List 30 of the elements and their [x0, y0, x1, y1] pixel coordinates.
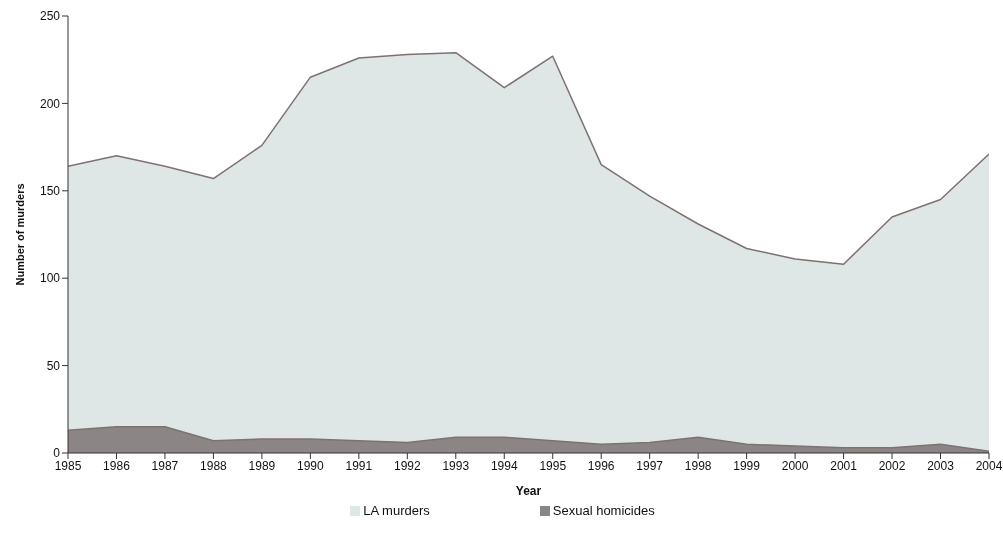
x-tick-label: 2003: [927, 458, 955, 473]
x-tick-label: 2002: [878, 458, 906, 473]
x-tick-label: 1998: [684, 458, 712, 473]
x-tick-label: 1997: [636, 458, 664, 473]
x-tick-label: 1996: [587, 458, 615, 473]
x-tick-label: 1991: [345, 458, 373, 473]
x-tick-label: 1994: [490, 458, 518, 473]
y-tick-label: 250: [39, 9, 61, 24]
x-tick-label: 1986: [103, 458, 131, 473]
x-tick-label: 1992: [393, 458, 421, 473]
legend-label: Sexual homicides: [552, 503, 655, 518]
x-axis-title: Year: [515, 484, 542, 498]
y-tick-label: 100: [39, 271, 61, 286]
x-tick-label: 1990: [297, 458, 325, 473]
x-tick-label: 1985: [54, 458, 82, 473]
x-tick-label: 1995: [539, 458, 567, 473]
x-tick-label: 2001: [830, 458, 858, 473]
x-tick-label: 1987: [151, 458, 179, 473]
y-tick-label: 50: [46, 358, 61, 373]
y-tick-label: 0: [53, 446, 61, 461]
x-tick-label: 2004: [975, 458, 1003, 473]
legend-label: LA murders: [363, 503, 430, 518]
y-axis-title: Number of murders: [13, 183, 26, 286]
x-tick-label: 1993: [442, 458, 470, 473]
x-tick-label: 1988: [200, 458, 228, 473]
y-tick-label: 200: [39, 96, 61, 111]
x-tick-label: 2000: [781, 458, 809, 473]
x-tick-label: 1999: [733, 458, 761, 473]
y-tick-label: 150: [39, 184, 61, 199]
x-tick-label: 1989: [248, 458, 276, 473]
